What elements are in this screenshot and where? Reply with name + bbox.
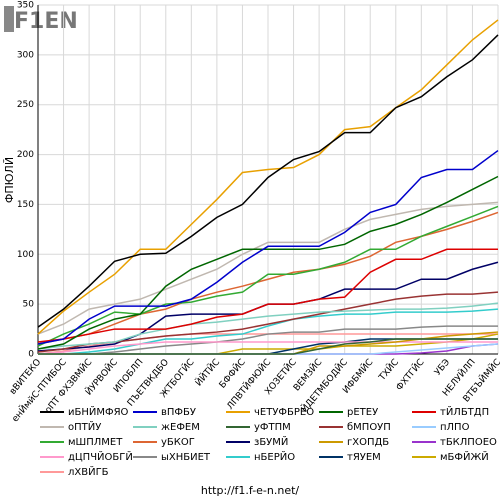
logo-mark (4, 6, 14, 32)
y-tick-label: 250 (17, 100, 34, 110)
legend-label: мБФЙЖЙ (440, 450, 489, 463)
y-tick-label: 350 (17, 1, 34, 11)
legend-label: чЕТУФБРЕО (254, 407, 314, 418)
legend-label: оПТЙУ (68, 420, 101, 433)
legend-label: пЛПО (440, 422, 470, 433)
legend-label: гХОПДБ (347, 437, 389, 448)
y-tick-label: 50 (23, 300, 35, 310)
footer: http://f1.f-e-n.net/ (201, 484, 300, 497)
legend-label: уБКОГ (161, 437, 195, 448)
y-tick-label: 150 (17, 200, 34, 210)
legend-label: иБНЙМФЯО (68, 405, 129, 418)
legend-label: тБКЛПОЕО (440, 437, 497, 448)
series-line (37, 149, 499, 345)
series-line (37, 248, 498, 343)
series-line (38, 325, 498, 355)
y-tick-label: 0 (28, 350, 34, 360)
y-tick-label: 300 (17, 50, 34, 60)
series-line (37, 19, 499, 335)
y-tick-label: 200 (17, 150, 34, 160)
legend-label: дЦПЧЙОБГЙ (68, 450, 133, 463)
logo: F1EN (14, 9, 78, 34)
legend-label: нБЕРЙО (254, 450, 295, 463)
legend-label: уФТПМ (254, 422, 291, 433)
legend-label: зБУМЙ (254, 435, 288, 448)
y-axis-label: ФПЮЛЙ (3, 157, 16, 203)
legend-label: жЕФЕМ (161, 422, 200, 433)
legend-label: лХВЙГБ (68, 465, 109, 478)
legend-label: бМПОУП (347, 422, 391, 433)
series-line (37, 205, 499, 347)
legend-label: тЙЛБТДП (440, 405, 489, 418)
series-line (38, 338, 498, 355)
series-line (37, 302, 499, 350)
legend-label: ыХНБИЕТ (161, 452, 211, 463)
series-line (37, 34, 499, 328)
series-line (37, 175, 499, 350)
series-line (38, 308, 499, 355)
legend-label: рЕТЕУ (347, 407, 378, 418)
legend-label: вПФБУ (161, 407, 196, 418)
series-line (37, 341, 498, 355)
legend-label: тЯУЕМ (347, 452, 381, 463)
y-tick-label: 100 (17, 250, 34, 260)
series-line (37, 201, 499, 335)
legend-label: мШПЛМЕТ (68, 437, 123, 448)
